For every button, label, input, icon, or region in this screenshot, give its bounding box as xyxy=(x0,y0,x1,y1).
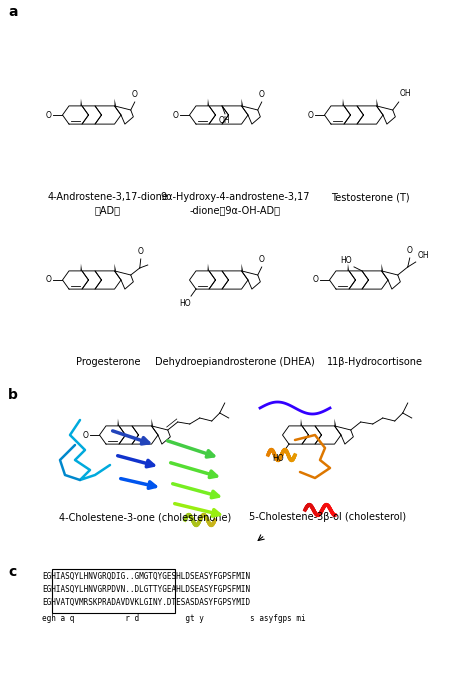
Text: EGHVATQVMRSKPRADAVDVKLGINY.DTESASDASYFGPSYMID: EGHVATQVMRSKPRADAVDVKLGINY.DTESASDASYFGP… xyxy=(42,598,250,607)
Text: HO: HO xyxy=(273,454,284,463)
Polygon shape xyxy=(241,99,243,106)
Text: -dione（9α-OH-AD）: -dione（9α-OH-AD） xyxy=(190,205,281,215)
Text: O: O xyxy=(407,246,413,255)
Polygon shape xyxy=(115,264,116,271)
Text: b: b xyxy=(8,388,18,402)
Polygon shape xyxy=(335,419,336,426)
Text: Progesterone: Progesterone xyxy=(76,357,140,367)
Text: HO: HO xyxy=(340,256,352,265)
Polygon shape xyxy=(208,99,209,106)
Text: O: O xyxy=(313,276,319,284)
Text: a: a xyxy=(8,5,18,19)
Text: 11β-Hydrocortisone: 11β-Hydrocortisone xyxy=(327,357,423,367)
Text: EGHIASQYLHNVGRPDVN..DLGTTYGEAHLDSEASYFGPSFMIN: EGHIASQYLHNVGRPDVN..DLGTTYGEAHLDSEASYFGP… xyxy=(42,585,250,594)
Polygon shape xyxy=(382,264,383,271)
Text: c: c xyxy=(8,565,16,579)
Text: OH: OH xyxy=(400,89,411,98)
Text: EGHIASQYLHNVGRQDIG..GMGTQYGESHLDSEASYFGPSFMIN: EGHIASQYLHNVGRQDIG..GMGTQYGESHLDSEASYFGP… xyxy=(42,572,250,581)
Text: O: O xyxy=(308,110,313,119)
Text: O: O xyxy=(173,110,179,119)
Polygon shape xyxy=(81,99,82,106)
Polygon shape xyxy=(343,99,344,106)
Text: O: O xyxy=(138,247,144,256)
Bar xyxy=(52,569,175,613)
Polygon shape xyxy=(241,264,243,271)
Text: HO: HO xyxy=(179,299,191,308)
Text: O: O xyxy=(259,255,264,264)
Text: （AD）: （AD） xyxy=(95,205,121,215)
Text: O: O xyxy=(46,110,52,119)
Text: Dehydroepiandrosterone (DHEA): Dehydroepiandrosterone (DHEA) xyxy=(155,357,315,367)
Text: 4-Cholestene-3-one (cholestenone): 4-Cholestene-3-one (cholestenone) xyxy=(59,512,231,522)
Text: OH: OH xyxy=(218,116,230,125)
Polygon shape xyxy=(208,264,209,271)
Text: Testosterone (T): Testosterone (T) xyxy=(331,192,410,202)
Polygon shape xyxy=(115,99,116,106)
Polygon shape xyxy=(152,419,153,426)
Polygon shape xyxy=(347,264,349,271)
Text: O: O xyxy=(46,276,52,284)
Text: 5-Cholestene-3β-ol (cholesterol): 5-Cholestene-3β-ol (cholesterol) xyxy=(249,512,407,522)
Text: 9α-Hydroxy-4-androstene-3,17: 9α-Hydroxy-4-androstene-3,17 xyxy=(160,192,310,202)
Polygon shape xyxy=(118,419,119,426)
Polygon shape xyxy=(376,99,378,106)
Text: OH: OH xyxy=(418,251,429,260)
Text: O: O xyxy=(259,90,264,99)
Text: O: O xyxy=(132,90,137,99)
Polygon shape xyxy=(81,264,82,271)
Text: egh a q           r d          gt y          s asyfgps mi: egh a q r d gt y s asyfgps mi xyxy=(42,614,306,623)
Text: O: O xyxy=(82,430,89,439)
Text: 4-Androstene-3,17-dione: 4-Androstene-3,17-dione xyxy=(47,192,168,202)
Polygon shape xyxy=(301,419,302,426)
